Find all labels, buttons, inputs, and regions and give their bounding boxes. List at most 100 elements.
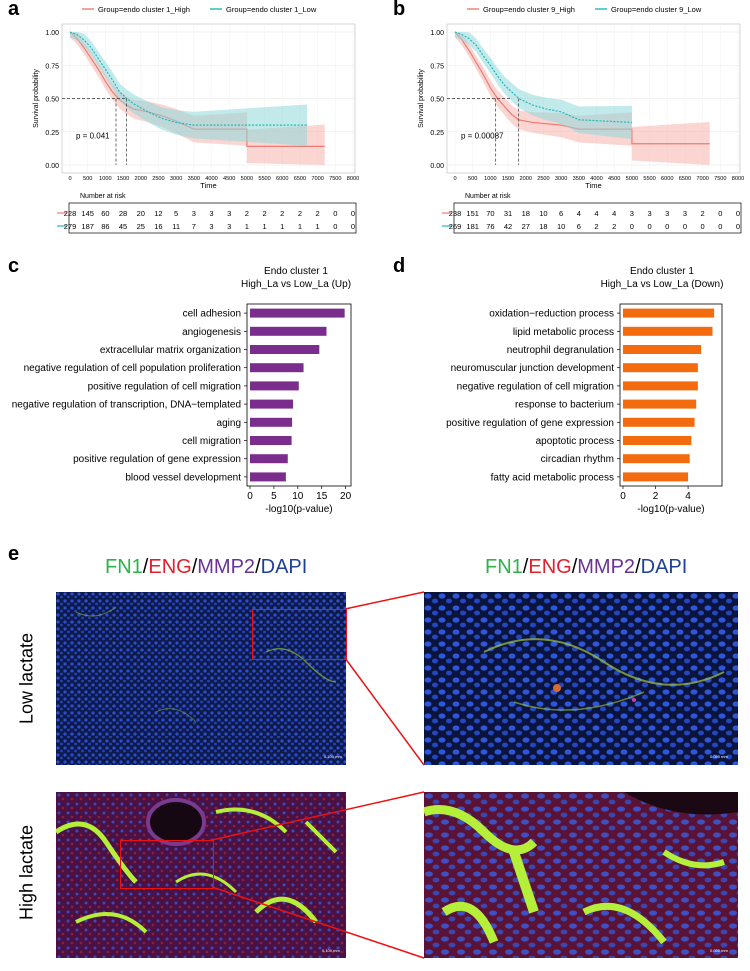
x-tick-label: 5000	[626, 176, 638, 182]
bar	[623, 308, 715, 318]
risk-count: 3	[227, 209, 231, 218]
panel-letter-e: e	[8, 543, 20, 565]
risk-count: 12	[154, 209, 162, 218]
risk-count: 31	[504, 209, 512, 218]
stain-title-right: FN1/ENG/MMP2/DAPI	[485, 556, 687, 579]
legend-label: Group=endo cluster 9_High	[483, 5, 575, 14]
x-tick-label: 3000	[555, 176, 567, 182]
category-label: blood vessel development	[125, 472, 241, 483]
risk-table-box	[453, 202, 742, 234]
risk-count: 0	[333, 209, 337, 218]
bar	[623, 417, 695, 427]
risk-count: 70	[486, 209, 494, 218]
x-axis-label: Time	[200, 181, 216, 190]
category-label: aging	[217, 418, 241, 429]
micrograph-low-zoom: 0.050 mm	[424, 592, 738, 765]
bar-chart-d: Endo cluster 1 High_La vs Low_La (Down) ox…	[446, 266, 724, 515]
x-tick-label: 5500	[643, 176, 655, 182]
risk-count: 4	[577, 209, 581, 218]
legend-label: Group=endo cluster 1_Low	[226, 5, 317, 14]
risk-count: 0	[736, 222, 740, 231]
stain-fn1: FN1	[105, 556, 143, 578]
risk-count: 18	[522, 209, 530, 218]
x-tick-label: 7000	[696, 176, 708, 182]
bar	[250, 399, 294, 409]
y-tick-label: 0.00	[430, 163, 444, 170]
row-label-low: Low lactate	[16, 632, 37, 725]
x-tick-label: 500	[83, 176, 92, 182]
bar	[623, 472, 689, 482]
risk-count: 0	[333, 222, 337, 231]
risk-count: 0	[718, 209, 722, 218]
x-tick-label: 20	[340, 491, 352, 502]
survival-curve-low	[454, 31, 632, 124]
risk-table-box	[68, 202, 357, 234]
x-tick-label: 5000	[241, 176, 253, 182]
panel-letter-d: d	[393, 255, 406, 277]
x-tick-label: 500	[468, 176, 477, 182]
stain-sep: /	[571, 556, 578, 578]
x-tick-label: 4500	[608, 176, 620, 182]
risk-count: 6	[559, 209, 563, 218]
stain-sep: /	[522, 556, 529, 578]
x-tick-label: 5500	[258, 176, 270, 182]
category-label: neutrophil degranulation	[507, 345, 614, 356]
x-tick-label: 5	[271, 491, 277, 502]
risk-count: 18	[539, 222, 547, 231]
risk-count: 238	[449, 209, 462, 218]
y-tick-label: 0.75	[45, 63, 59, 70]
risk-count: 228	[64, 209, 77, 218]
svg-text:0.050 mm: 0.050 mm	[710, 948, 728, 953]
x-tick-label: 3500	[573, 176, 585, 182]
svg-text:0.100 mm: 0.100 mm	[324, 754, 342, 759]
risk-count: 3	[209, 222, 213, 231]
risk-count: 2	[701, 209, 705, 218]
stain-dapi: DAPI	[260, 556, 308, 578]
risk-count: 2	[612, 222, 616, 231]
risk-count: 2	[316, 209, 320, 218]
panel-letter-c: c	[8, 255, 20, 277]
risk-count: 1	[316, 222, 320, 231]
risk-count: 2	[262, 209, 266, 218]
panel-letter-b: b	[393, 0, 406, 20]
category-label: positive regulation of gene expression	[73, 454, 241, 465]
bar	[250, 326, 327, 336]
x-tick-label: 2	[653, 491, 659, 502]
risk-count: 187	[81, 222, 94, 231]
km-plot-a: Group=endo cluster 1_High Group=endo clus…	[33, 5, 359, 234]
chart-subtitle: High_La vs Low_La (Down)	[601, 279, 724, 290]
svg-text:0.100 mm: 0.100 mm	[322, 948, 340, 953]
y-tick-label: 0.25	[430, 130, 444, 137]
risk-table-title: Number at risk	[465, 193, 511, 200]
risk-count: 60	[101, 209, 109, 218]
x-tick-label: 6500	[294, 176, 306, 182]
x-axis-label: -log10(p-value)	[637, 504, 704, 515]
risk-count: 42	[504, 222, 512, 231]
x-tick-label: 0	[68, 176, 71, 182]
bar	[623, 436, 692, 445]
risk-count: 1	[262, 222, 266, 231]
y-tick-label: 1.00	[45, 30, 59, 37]
svg-text:0.050 mm: 0.050 mm	[710, 754, 728, 759]
chart-title: Endo cluster 1	[264, 266, 328, 277]
risk-count: 3	[665, 209, 669, 218]
p-value: p = 0.00087	[461, 131, 504, 140]
bar	[250, 472, 286, 482]
category-label: oxidation−reduction process	[489, 309, 614, 320]
category-label: response to bacterium	[515, 400, 614, 411]
risk-count: 2	[245, 209, 249, 218]
stain-sep: /	[142, 556, 149, 578]
chart-title: Endo cluster 1	[630, 266, 694, 277]
risk-count: 20	[137, 209, 145, 218]
bar	[623, 363, 698, 373]
category-label: neuromuscular junction development	[451, 363, 615, 374]
chart-subtitle: High_La vs Low_La (Up)	[241, 279, 351, 290]
x-tick-label: 8000	[732, 176, 744, 182]
risk-count: 181	[466, 222, 479, 231]
risk-count: 16	[154, 222, 162, 231]
risk-count: 2	[594, 222, 598, 231]
risk-count: 1	[245, 222, 249, 231]
p-value: p = 0.041	[76, 131, 110, 140]
bar	[250, 417, 293, 427]
risk-table-title: Number at risk	[80, 193, 126, 200]
